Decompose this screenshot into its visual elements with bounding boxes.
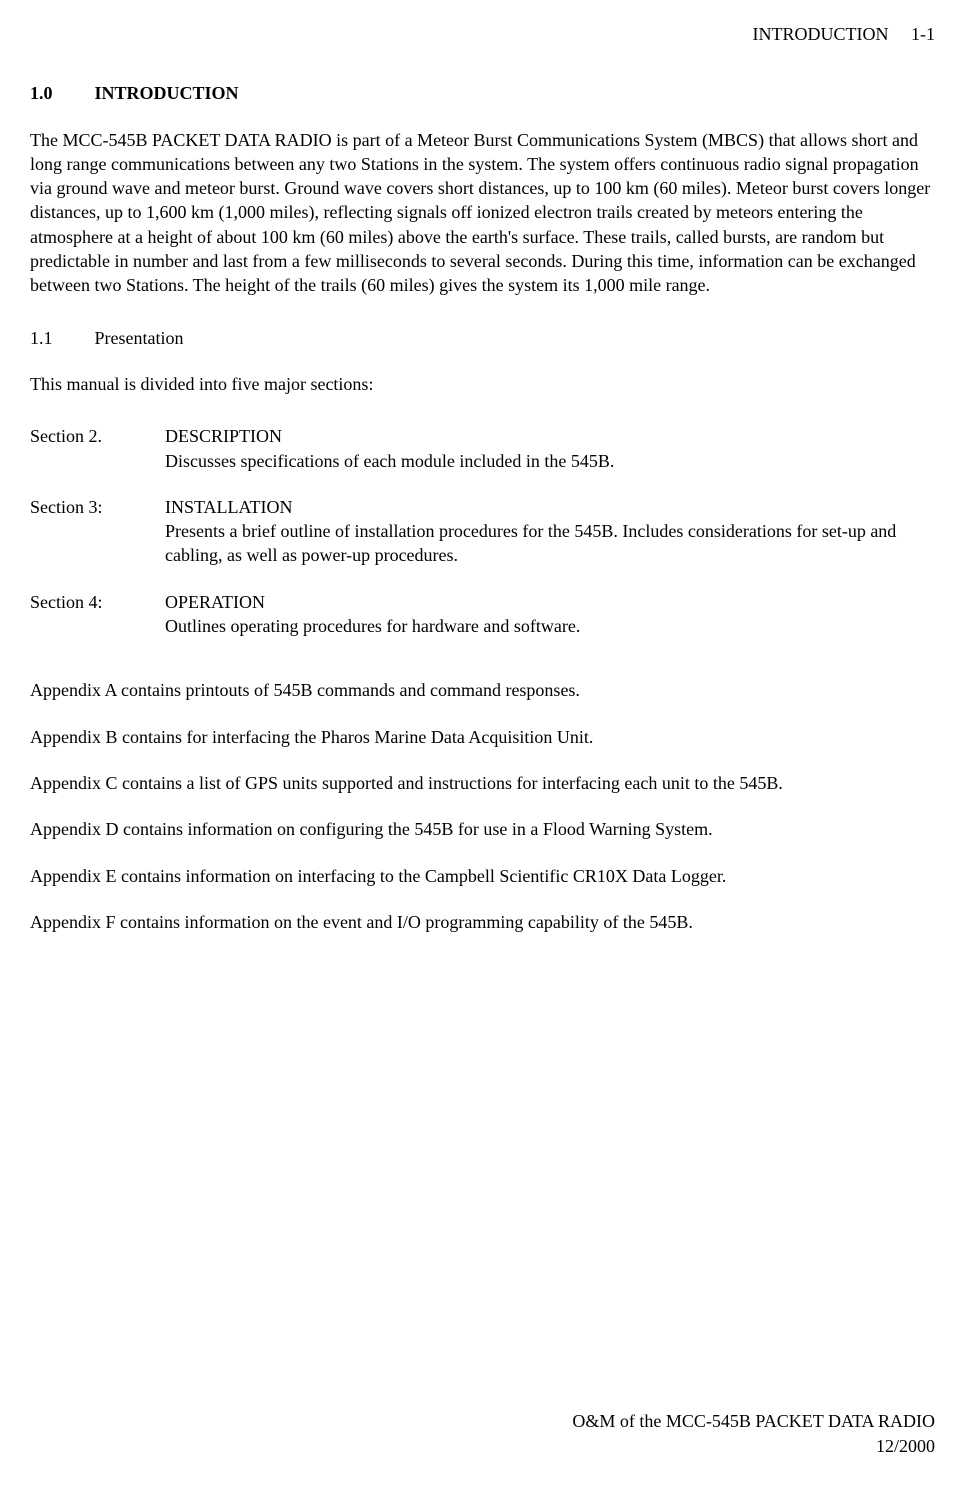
section-2-content: DESCRIPTION Discusses specifications of …: [165, 424, 935, 473]
section-1-0-heading: 1.0 INTRODUCTION: [30, 81, 935, 105]
section-1-1-intro: This manual is divided into five major s…: [30, 372, 935, 396]
section-2-item: Section 2. DESCRIPTION Discusses specifi…: [30, 424, 935, 473]
appendix-d: Appendix D contains information on confi…: [30, 817, 935, 841]
section-1-1-title: Presentation: [95, 328, 184, 348]
section-1-1-heading: 1.1 Presentation: [30, 326, 935, 350]
header-page-number: 1-1: [911, 24, 935, 44]
section-1-0-number: 1.0: [30, 81, 90, 105]
section-3-item: Section 3: INSTALLATION Presents a brief…: [30, 495, 935, 568]
page-footer: O&M of the MCC-545B PACKET DATA RADIO 12…: [572, 1409, 935, 1458]
section-3-content: INSTALLATION Presents a brief outline of…: [165, 495, 935, 568]
section-4-content: OPERATION Outlines operating procedures …: [165, 590, 935, 639]
section-2-label: Section 2.: [30, 424, 165, 473]
section-1-0-body: The MCC-545B PACKET DATA RADIO is part o…: [30, 128, 935, 298]
section-4-label: Section 4:: [30, 590, 165, 639]
section-1-1-number: 1.1: [30, 326, 90, 350]
section-2-title: DESCRIPTION: [165, 424, 935, 448]
header-title: INTRODUCTION: [753, 24, 889, 44]
appendix-a: Appendix A contains printouts of 545B co…: [30, 678, 935, 702]
appendix-b: Appendix B contains for interfacing the …: [30, 725, 935, 749]
section-4-item: Section 4: OPERATION Outlines operating …: [30, 590, 935, 639]
section-3-label: Section 3:: [30, 495, 165, 568]
appendix-e: Appendix E contains information on inter…: [30, 864, 935, 888]
footer-line-2: 12/2000: [572, 1434, 935, 1458]
section-2-desc: Discusses specifications of each module …: [165, 449, 935, 473]
appendix-c: Appendix C contains a list of GPS units …: [30, 771, 935, 795]
footer-line-1: O&M of the MCC-545B PACKET DATA RADIO: [572, 1409, 935, 1433]
section-1-0-title: INTRODUCTION: [95, 83, 239, 103]
section-3-desc: Presents a brief outline of installation…: [165, 519, 935, 568]
section-4-title: OPERATION: [165, 590, 935, 614]
section-4-desc: Outlines operating procedures for hardwa…: [165, 614, 935, 638]
appendix-f: Appendix F contains information on the e…: [30, 910, 935, 934]
section-3-title: INSTALLATION: [165, 495, 935, 519]
page-header: INTRODUCTION 1-1: [30, 22, 935, 46]
